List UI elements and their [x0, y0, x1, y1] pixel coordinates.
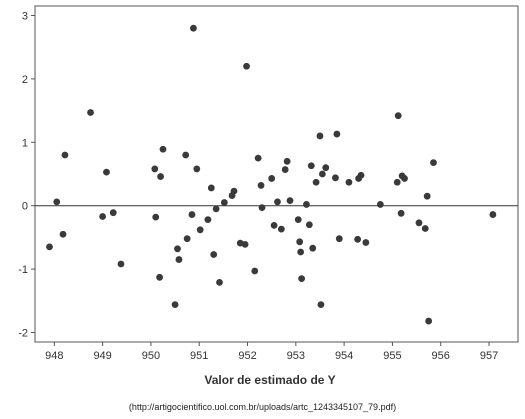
- x-tick-label: 951: [190, 350, 208, 362]
- source-note: (http://artigocientifico.uol.com.br/uplo…: [128, 402, 397, 412]
- data-point: [207, 184, 215, 192]
- data-point: [305, 221, 313, 229]
- data-point: [397, 209, 405, 217]
- data-point: [303, 201, 310, 208]
- data-point: [357, 171, 365, 179]
- data-point: [241, 240, 249, 248]
- data-point: [332, 174, 339, 182]
- data-point: [251, 267, 259, 275]
- data-point: [220, 199, 228, 206]
- data-points: [46, 24, 497, 325]
- data-point: [87, 109, 94, 116]
- data-point: [283, 157, 291, 165]
- data-point: [193, 165, 201, 173]
- data-point: [415, 219, 423, 227]
- y-tick-label: -2: [18, 327, 28, 339]
- data-point: [316, 132, 324, 140]
- y-tick-label: 3: [22, 11, 28, 23]
- data-point: [53, 198, 61, 206]
- data-point: [281, 166, 289, 173]
- x-tick-label: 956: [432, 350, 450, 362]
- data-point: [489, 211, 497, 218]
- data-point: [159, 145, 167, 153]
- y-tick-label: 2: [22, 74, 28, 86]
- data-point: [298, 275, 306, 283]
- y-tick-label: 0: [22, 201, 28, 213]
- data-point: [190, 24, 197, 32]
- data-point: [254, 154, 262, 162]
- data-point: [196, 226, 204, 234]
- data-point: [103, 168, 110, 176]
- data-point: [286, 197, 294, 205]
- data-point: [151, 165, 159, 173]
- data-point: [204, 216, 212, 224]
- data-point: [230, 187, 238, 195]
- data-point: [175, 256, 183, 263]
- data-point: [257, 182, 265, 189]
- data-point: [294, 216, 302, 224]
- data-point: [393, 178, 401, 186]
- x-tick-label: 957: [480, 350, 498, 362]
- data-point: [212, 205, 220, 213]
- data-point: [258, 204, 266, 212]
- data-point: [117, 260, 125, 268]
- data-point: [59, 230, 67, 238]
- data-point: [270, 221, 278, 229]
- data-point: [318, 170, 326, 178]
- data-point: [210, 251, 218, 258]
- x-tick-label: 954: [335, 350, 353, 362]
- data-point: [312, 178, 320, 186]
- axis-ticks: 948 949 950 951 952 953 954 955 956 957 -2 -1 0 1 2 3: [18, 11, 498, 362]
- data-point: [335, 235, 343, 243]
- data-point: [268, 175, 276, 182]
- data-point: [277, 225, 285, 233]
- data-point: [394, 112, 402, 120]
- data-point: [243, 62, 250, 70]
- scatter-chart: 948 949 950 951 952 953 954 955 956 957 -2 -1 0 1 2 3 V…: [18, 5, 519, 387]
- data-point: [307, 162, 315, 170]
- data-point: [423, 192, 431, 200]
- data-point: [152, 213, 160, 221]
- x-tick-label: 949: [93, 350, 111, 362]
- plot-area: [34, 5, 519, 343]
- y-tick-label: 1: [22, 137, 28, 149]
- data-point: [156, 273, 164, 281]
- data-point: [171, 301, 179, 308]
- data-point: [376, 201, 384, 208]
- data-point: [46, 243, 53, 251]
- data-point: [61, 151, 69, 159]
- data-point: [99, 213, 107, 220]
- data-point: [188, 211, 196, 218]
- data-point: [216, 279, 223, 286]
- data-point: [109, 209, 117, 217]
- data-point: [296, 238, 304, 246]
- x-tick-label: 953: [287, 350, 305, 362]
- x-tick-label: 952: [238, 350, 256, 362]
- x-axis-title: Valor de estimado de Y: [204, 373, 335, 387]
- data-point: [354, 235, 362, 243]
- data-point: [157, 173, 164, 180]
- data-point: [174, 245, 181, 253]
- x-tick-label: 955: [383, 350, 401, 362]
- data-point: [274, 198, 281, 206]
- data-point: [333, 130, 341, 138]
- data-point: [322, 164, 330, 172]
- data-point: [317, 301, 325, 308]
- data-point: [182, 151, 190, 159]
- y-tick-label: -1: [18, 264, 28, 276]
- data-point: [345, 178, 353, 186]
- data-point: [430, 159, 437, 166]
- data-point: [362, 239, 370, 246]
- data-point: [297, 248, 305, 256]
- data-point: [425, 317, 433, 325]
- data-point: [309, 244, 317, 252]
- data-point: [401, 175, 408, 182]
- data-point: [183, 235, 191, 243]
- x-tick-label: 950: [142, 350, 160, 362]
- data-point: [421, 225, 429, 232]
- x-tick-label: 948: [45, 350, 63, 362]
